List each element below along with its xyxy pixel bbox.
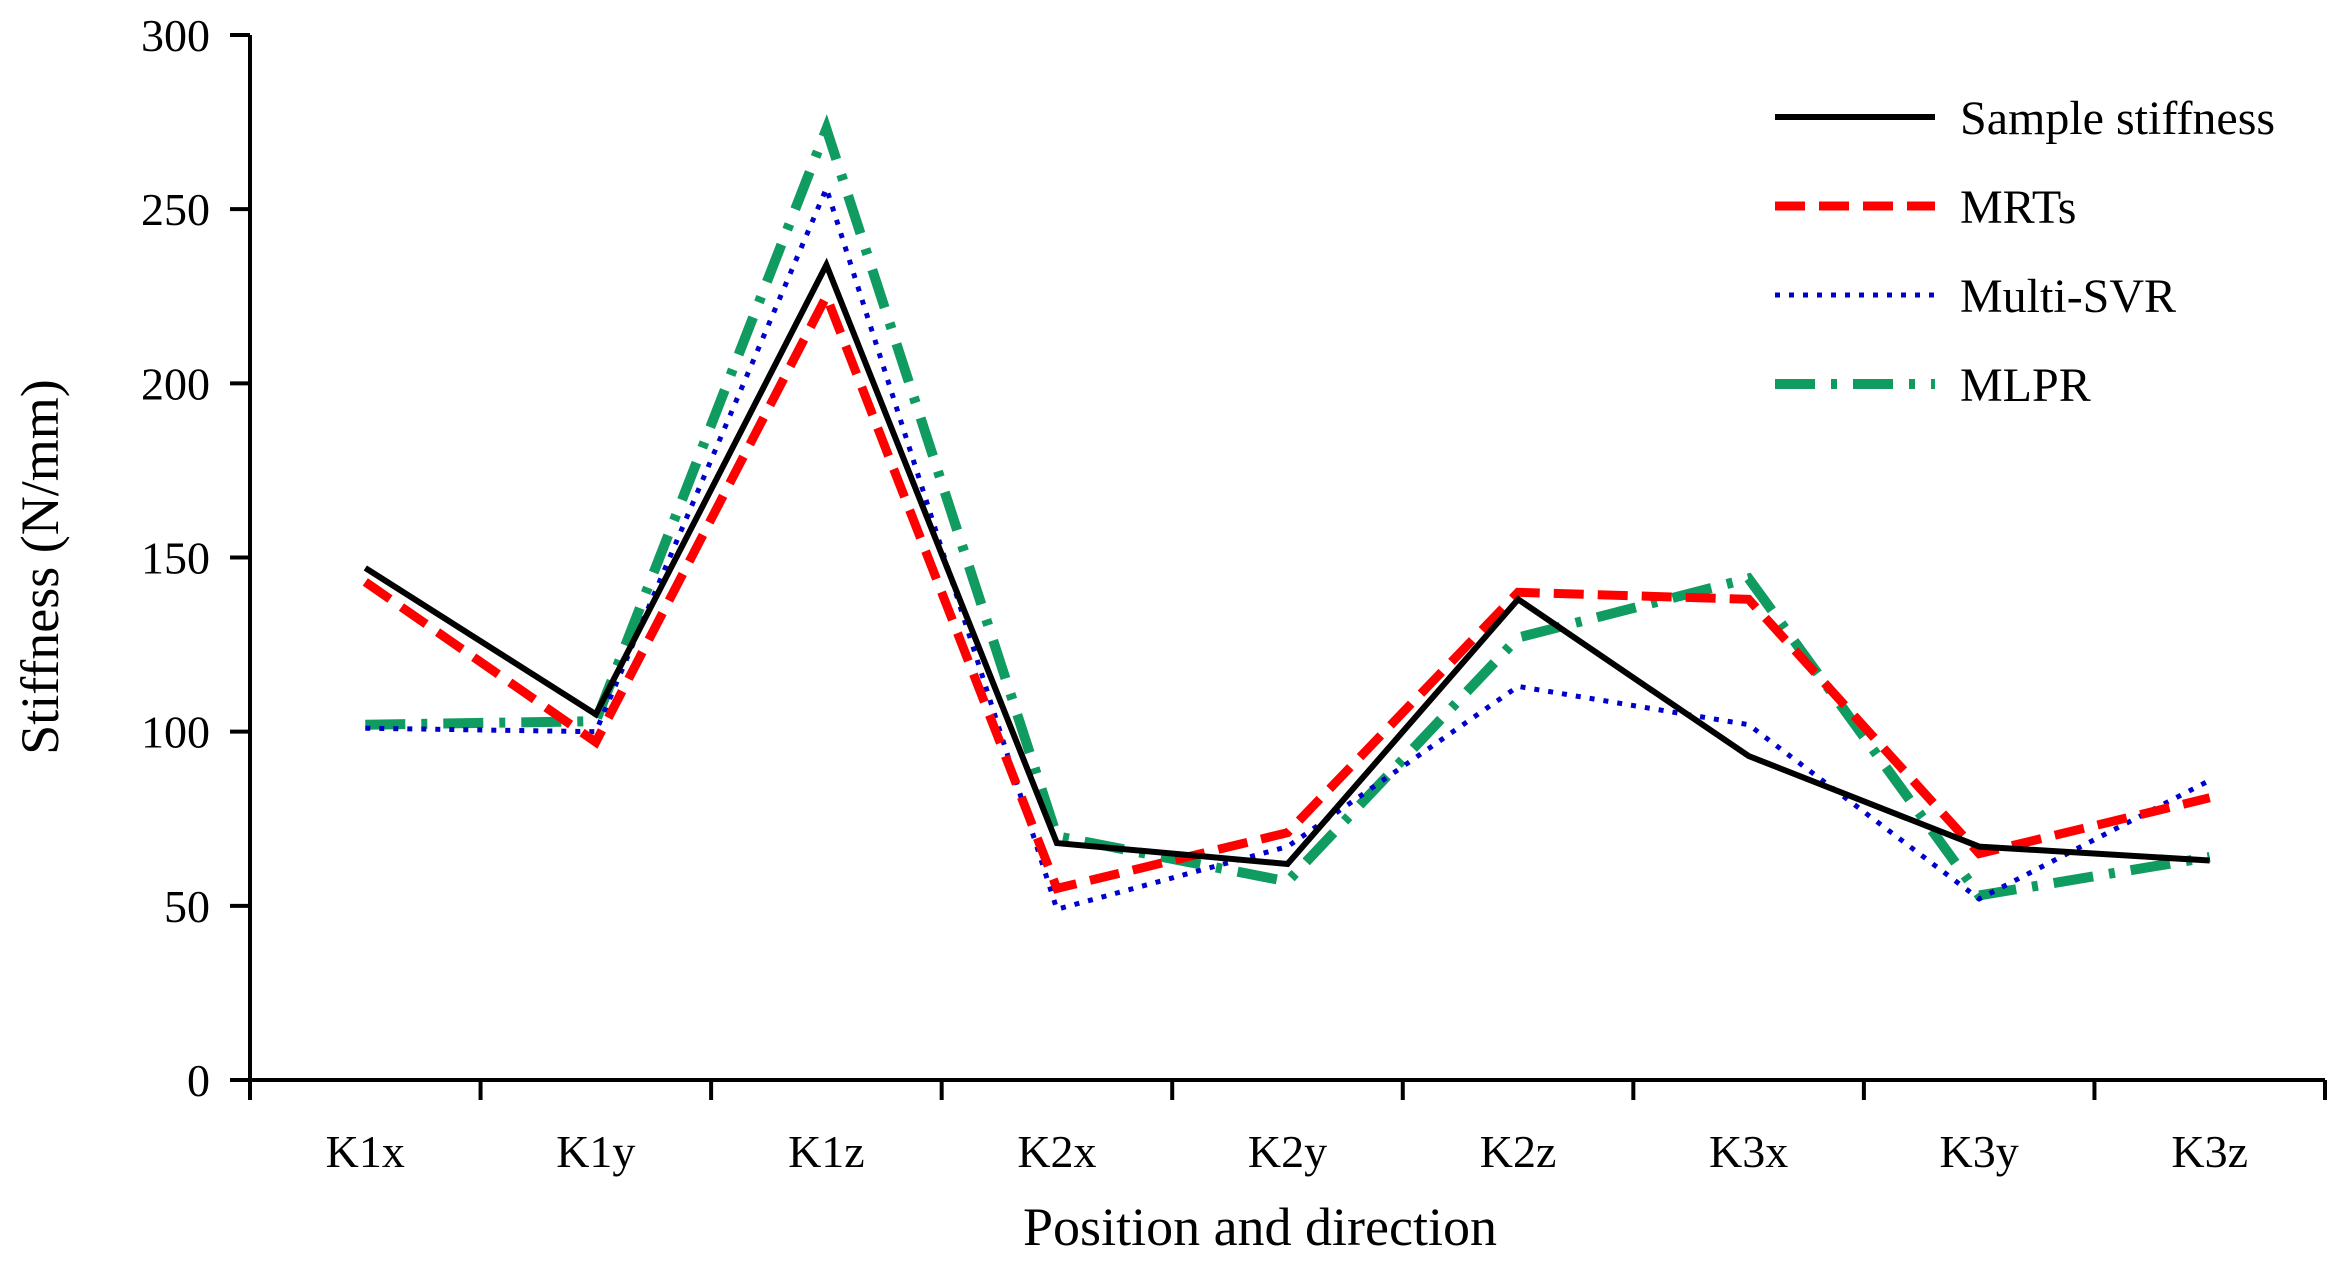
legend-label: Multi-SVR: [1960, 270, 2176, 323]
y-tick-label: 250: [141, 184, 210, 235]
legend: Sample stiffness MRTs Multi-SVR MLPR: [1775, 92, 2275, 412]
y-tick-label: 300: [141, 10, 210, 61]
legend-label: MRTs: [1960, 181, 2076, 234]
y-tick-label: 200: [141, 358, 210, 409]
x-tick-label: K1y: [556, 1126, 635, 1177]
x-tick-label: K3z: [2171, 1126, 2248, 1177]
legend-label: MLPR: [1960, 359, 2091, 412]
series-lines: [362, 114, 2211, 913]
x-tick-label: K2x: [1017, 1126, 1096, 1177]
x-tick-label: K1x: [326, 1126, 405, 1177]
x-tick-label: K1z: [788, 1126, 865, 1177]
y-tick-label: 50: [164, 881, 210, 932]
y-axis-title: Stiffness (N/mm): [10, 379, 70, 755]
series-line-multi-svr: [365, 181, 2211, 913]
legend-label: Sample stiffness: [1960, 92, 2275, 145]
series-line-mlpr: [365, 114, 2211, 901]
x-axis-title: Position and direction: [1023, 1197, 1497, 1257]
y-tick-label: 0: [187, 1055, 210, 1106]
x-tick-label: K3y: [1940, 1126, 2019, 1177]
y-tick-label: 100: [141, 707, 210, 758]
x-tick-label: K2z: [1480, 1126, 1557, 1177]
x-tick-label: K3x: [1709, 1126, 1788, 1177]
series-line-mrts: [362, 285, 2211, 894]
series-line-sample-stiffness: [363, 257, 2210, 868]
axes: 0 50 100 150 200 250 300 K1x K1y K1z K2x K2y K2z K3x K…: [141, 10, 2327, 1177]
y-tick-label: 150: [141, 533, 210, 584]
x-tick-label: K2y: [1248, 1126, 1327, 1177]
